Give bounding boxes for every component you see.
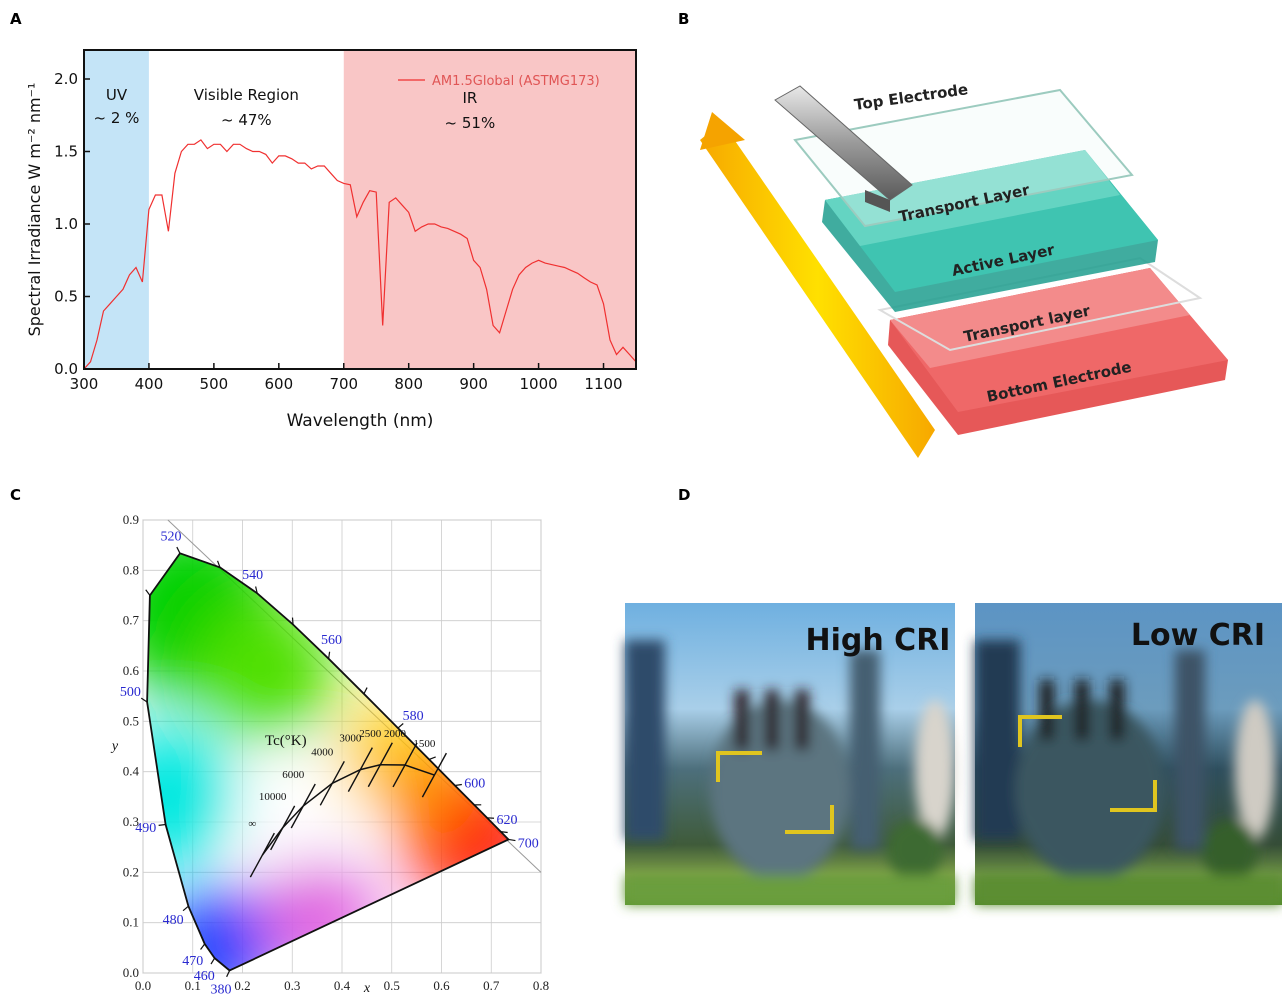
wavelength-label: 560 — [321, 633, 342, 648]
temperature-label: 10000 — [259, 791, 287, 803]
photo-label: Low CRI — [1131, 618, 1265, 653]
y-tick-label: 0.9 — [123, 512, 139, 527]
x-axis-label: Wavelength (nm) — [287, 411, 434, 431]
x-tick-label: 0.6 — [433, 978, 450, 993]
panel-letter: C — [10, 486, 21, 504]
wavelength-label: 470 — [182, 954, 203, 969]
y-axis-label: Spectral Irradiance W m⁻² nm⁻¹ — [25, 83, 44, 337]
wavelength-label: 460 — [194, 969, 215, 984]
layer-label: Top Electrode — [853, 80, 969, 114]
x-tick-label: 0.2 — [234, 978, 250, 993]
wavelength-label: 520 — [160, 529, 181, 544]
x-tick-label: 1000 — [519, 375, 557, 393]
x-tick-label: 900 — [459, 375, 488, 393]
device-diagram: Top Electrode Transport Layer Active Lay… — [700, 80, 1228, 458]
region-label: IR — [462, 89, 477, 107]
wavelength-label: 700 — [518, 837, 539, 852]
wavelength-label: 380 — [211, 983, 232, 997]
region-note: ~ 51% — [445, 114, 496, 132]
figure: A B C D Top Electrode Transport Layer Ac… — [0, 0, 1282, 997]
y-tick-label: 0.0 — [123, 965, 139, 980]
y-axis-label: y — [110, 739, 119, 754]
panel-letter: A — [10, 10, 22, 28]
y-tick-label: 0.0 — [54, 360, 78, 378]
x-tick-label: 0.4 — [334, 978, 351, 993]
temperature-label: ∞ — [248, 818, 256, 830]
y-tick-label: 0.8 — [123, 562, 139, 577]
photo-comparison: High CRI Low CRI — [625, 603, 1282, 905]
temperature-label: 3000 — [339, 733, 362, 745]
region-note: ~ 47% — [221, 111, 272, 129]
x-axis-label: x — [363, 981, 371, 996]
x-tick-label: 0.5 — [384, 978, 400, 993]
x-tick-label: 500 — [200, 375, 229, 393]
x-tick-label: 0.8 — [533, 978, 549, 993]
y-tick-label: 0.1 — [123, 915, 139, 930]
x-tick-label: 0.0 — [135, 978, 151, 993]
y-tick-label: 2.0 — [54, 70, 78, 88]
region — [344, 50, 636, 369]
y-tick-label: 0.7 — [123, 613, 140, 628]
wavelength-label: 580 — [403, 709, 424, 724]
x-tick-label: 800 — [394, 375, 423, 393]
x-tick-label: 700 — [329, 375, 358, 393]
y-tick-label: 1.5 — [54, 143, 78, 161]
planckian-title: Tc(°K) — [265, 733, 307, 749]
wavelength-label: 540 — [242, 568, 263, 583]
temperature-label: 6000 — [282, 769, 305, 781]
wavelength-label: 600 — [464, 777, 485, 792]
locus-tick — [293, 618, 294, 625]
photo-label: High CRI — [806, 623, 951, 658]
x-tick-label: 1100 — [584, 375, 622, 393]
y-tick-label: 0.2 — [123, 864, 139, 879]
y-tick-label: 0.5 — [54, 288, 78, 306]
wavelength-label: 500 — [120, 685, 141, 700]
legend-label: AM1.5Global (ASTMG173) — [432, 74, 600, 89]
y-tick-label: 1.0 — [54, 215, 78, 233]
panel-letter: D — [678, 486, 690, 504]
wavelength-label: 620 — [496, 813, 517, 828]
y-tick-label: 0.6 — [123, 663, 140, 678]
region-note: ~ 2 % — [94, 109, 140, 127]
wavelength-label: 490 — [135, 821, 156, 836]
y-tick-label: 0.5 — [123, 713, 139, 728]
spectrum-chart: UV ~ 2 % Visible Region ~ 47% IR ~ 51% AM1.5Gl… — [25, 50, 636, 431]
temperature-label: 2000 — [384, 728, 407, 740]
x-tick-label: 0.3 — [284, 978, 300, 993]
x-tick-label: 0.7 — [483, 978, 500, 993]
arrow-head — [700, 112, 745, 150]
temperature-label: 4000 — [311, 746, 334, 758]
y-tick-label: 0.4 — [123, 764, 140, 779]
region-label: Visible Region — [194, 86, 299, 104]
temperature-label: 2500 — [359, 728, 382, 740]
wavelength-label: 480 — [163, 913, 184, 928]
x-tick-label: 400 — [135, 375, 164, 393]
region-label: UV — [106, 86, 128, 104]
x-tick-label: 600 — [265, 375, 294, 393]
panel-letter: B — [678, 10, 689, 28]
